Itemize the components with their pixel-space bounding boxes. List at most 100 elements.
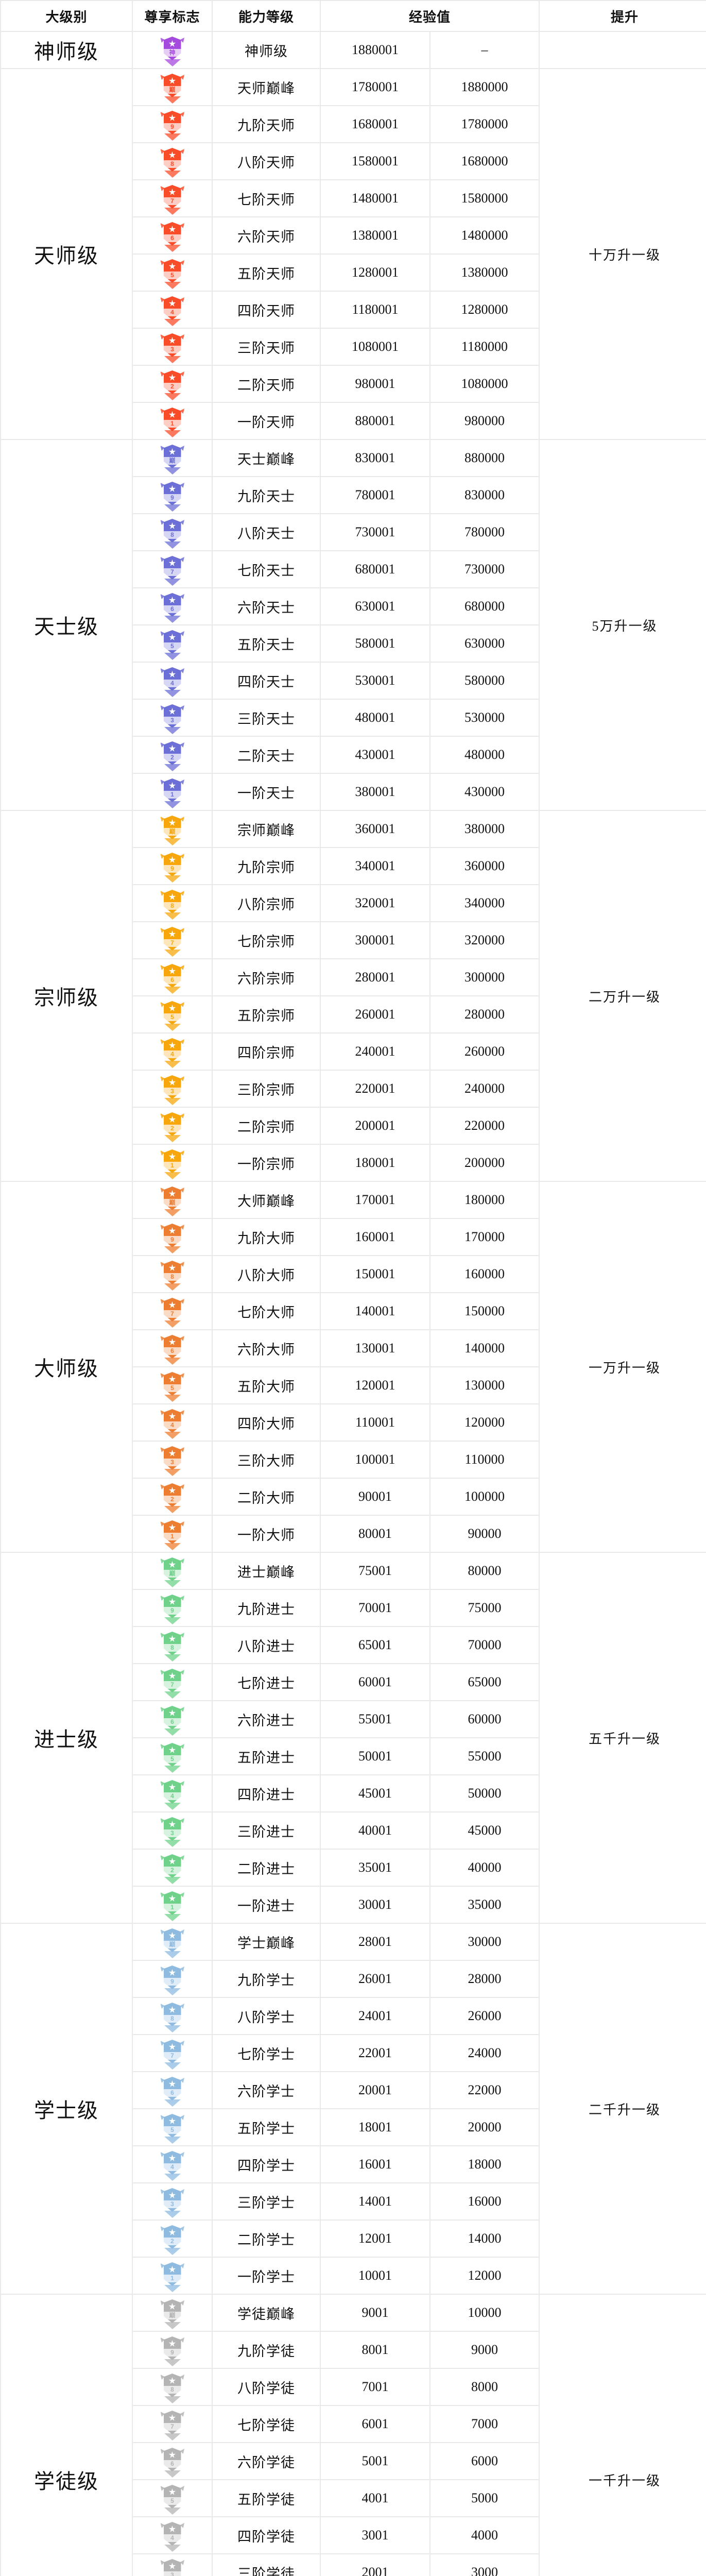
table-row: 2 二阶大师 90001 100000 (1, 1479, 706, 1515)
table-row: 宗师级巅宗师巅峰 360001 380000 二万升一级 (1, 811, 706, 1181)
ability-level-cell: 二阶学士 (213, 2221, 320, 2257)
badge-cell: 7 (133, 1664, 212, 1700)
table-row: 3 三阶天师 1080001 1180000 (1, 329, 706, 365)
table-row: 5 五阶大师 120001 130000 (1, 1367, 706, 1403)
major-level-cell: 进士级 (1, 1553, 132, 1923)
experience-max-cell: 260000 (431, 1033, 539, 1070)
table-row: 5 五阶学士 18001 20000 (1, 2109, 706, 2145)
experience-max-cell: 120000 (431, 1404, 539, 1440)
experience-max-cell: 30000 (431, 1924, 539, 1960)
experience-min-cell: 10001 (321, 2258, 429, 2294)
rank-medal-icon: 巅 (160, 1185, 183, 1216)
badge-cell: 2 (133, 737, 212, 773)
ability-level-cell: 八阶大师 (213, 1256, 320, 1292)
experience-max-cell: 6000 (431, 2443, 539, 2479)
table-header: 大级别 尊享标志 能力等级 经验值 提升 (1, 1, 706, 31)
badge-cell: 6 (133, 959, 212, 995)
rank-medal-icon: 8 (160, 1631, 183, 1662)
table-row: 7 七阶大师 140001 150000 (1, 1293, 706, 1329)
rank-medal-icon: 1 (160, 1890, 183, 1921)
table-row: 8 八阶天士 730001 780000 (1, 514, 706, 550)
rank-medal-icon: 6 (160, 2076, 183, 2107)
badge-cell: 巅 (133, 1553, 212, 1589)
rank-medal-icon: 6 (160, 963, 183, 994)
rank-medal-icon: 5 (160, 2113, 183, 2144)
table-row: 天士级巅天士巅峰 830001 880000 5万升一级 (1, 440, 706, 810)
rank-medal-icon: 3 (160, 332, 183, 363)
rank-medal-icon: 9 (160, 1223, 183, 1253)
ability-level-cell: 宗师巅峰 (213, 811, 320, 847)
rank-medal-icon: 2 (160, 2224, 183, 2255)
experience-min-cell: 24001 (321, 1998, 429, 2034)
badge-cell: 4 (133, 2517, 212, 2553)
ability-level-cell: 五阶天士 (213, 625, 320, 662)
table-row: 6 六阶宗师 280001 300000 (1, 959, 706, 995)
rank-medal-icon: 7 (160, 184, 183, 215)
ability-level-cell: 七阶天士 (213, 551, 320, 587)
table-row: 学徒级巅学徒巅峰 9001 10000 一千升一级 (1, 2295, 706, 2576)
badge-cell: 7 (133, 551, 212, 587)
experience-max-cell: 1280000 (431, 292, 539, 328)
experience-max-cell: 160000 (431, 1256, 539, 1292)
experience-min-cell: 240001 (321, 1033, 429, 1070)
badge-cell: 3 (133, 1442, 212, 1478)
ability-level-cell: 四阶学士 (213, 2146, 320, 2182)
column-header-experience: 经验值 (321, 1, 539, 31)
rank-medal-icon: 3 (160, 2558, 183, 2576)
experience-max-cell: 9000 (431, 2332, 539, 2368)
experience-max-cell: 320000 (431, 922, 539, 958)
table-row: 神师级神神师级 1880001– (1, 32, 706, 68)
badge-cell: 2 (133, 1850, 212, 1886)
experience-min-cell: 6001 (321, 2406, 429, 2442)
rank-medal-icon: 巅 (160, 815, 183, 845)
table-row: 1 一阶天师 880001 980000 (1, 403, 706, 439)
experience-max-cell: 1180000 (431, 329, 539, 365)
badge-cell: 7 (133, 2406, 212, 2442)
experience-min-cell: 320001 (321, 885, 429, 921)
experience-max-cell: 50000 (431, 1775, 539, 1811)
experience-max-cell: 26000 (431, 1998, 539, 2034)
badge-cell: 9 (133, 2332, 212, 2368)
experience-min-cell: 180001 (321, 1145, 429, 1181)
table-row: 7 七阶天士 680001 730000 (1, 551, 706, 587)
table-row: 9 九阶大师 160001 170000 (1, 1219, 706, 1255)
ability-level-cell: 一阶进士 (213, 1887, 320, 1923)
experience-min-cell: 150001 (321, 1256, 429, 1292)
ability-level-cell: 七阶宗师 (213, 922, 320, 958)
experience-min-cell: 22001 (321, 2035, 429, 2071)
badge-cell: 巅 (133, 2295, 212, 2331)
rank-medal-icon: 巅 (160, 73, 183, 104)
experience-max-cell: 110000 (431, 1442, 539, 1478)
badge-cell: 1 (133, 403, 212, 439)
rank-medal-icon: 6 (160, 1334, 183, 1365)
ability-level-cell: 进士巅峰 (213, 1553, 320, 1589)
ability-level-cell: 七阶大师 (213, 1293, 320, 1329)
upgrade-rule-cell: 一万升一级 (540, 1182, 706, 1552)
ability-level-cell: 神师级 (213, 32, 320, 68)
badge-cell: 2 (133, 366, 212, 402)
rank-medal-icon: 5 (160, 2484, 183, 2515)
table-row: 8 八阶进士 65001 70000 (1, 1627, 706, 1663)
experience-max-cell: 18000 (431, 2146, 539, 2182)
rank-medal-icon: 7 (160, 926, 183, 957)
ability-level-cell: 七阶学士 (213, 2035, 320, 2071)
experience-min-cell: 2001 (321, 2554, 429, 2576)
table-row: 3 三阶宗师 220001 240000 (1, 1071, 706, 1107)
ability-level-cell: 天师巅峰 (213, 69, 320, 105)
ability-level-cell: 五阶天师 (213, 255, 320, 291)
experience-max-cell: 45000 (431, 1812, 539, 1849)
experience-max-cell: 380000 (431, 811, 539, 847)
experience-max-cell: 55000 (431, 1738, 539, 1774)
rank-medal-icon: 4 (160, 2150, 183, 2181)
table-row: 4 四阶学士 16001 18000 (1, 2146, 706, 2182)
table-row: 5 五阶天师 1280001 1380000 (1, 255, 706, 291)
table-row: 7 七阶天师 1480001 1580000 (1, 180, 706, 216)
table-row: 3 三阶大师 100001 110000 (1, 1442, 706, 1478)
ability-level-cell: 三阶进士 (213, 1812, 320, 1849)
rank-medal-icon: 6 (160, 1705, 183, 1736)
badge-cell: 2 (133, 2221, 212, 2257)
table-row: 7 七阶进士 60001 65000 (1, 1664, 706, 1700)
table-row: 8 八阶学徒 7001 8000 (1, 2369, 706, 2405)
ability-level-cell: 八阶天师 (213, 143, 320, 179)
ability-level-cell: 三阶学士 (213, 2183, 320, 2219)
